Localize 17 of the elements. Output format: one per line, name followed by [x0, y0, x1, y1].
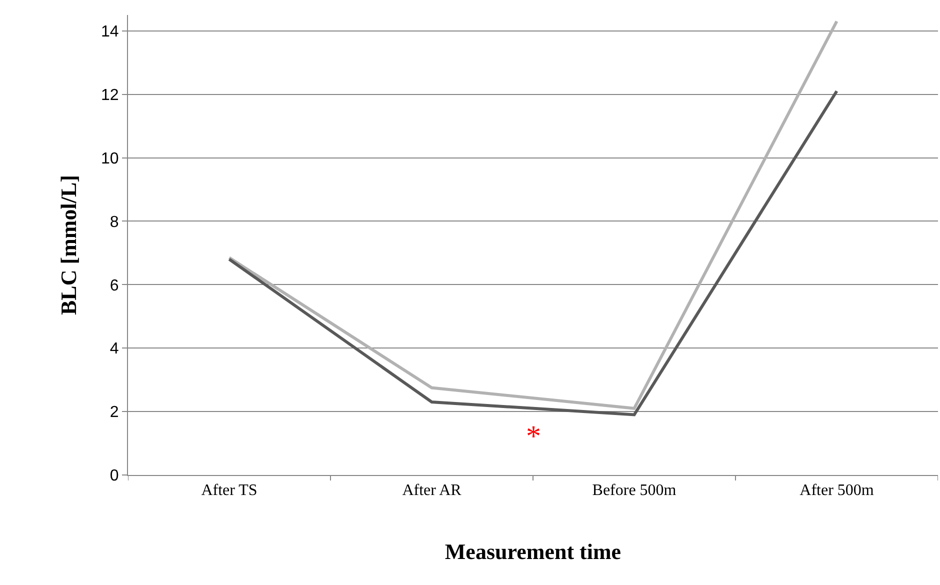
y-tick-label: 6: [110, 277, 119, 294]
line-series: [228, 20, 838, 410]
x-tick-label: After 500m: [800, 482, 874, 500]
y-tick-label: 0: [110, 468, 119, 485]
y-tick-label: 12: [101, 86, 119, 104]
y-tick-label: 2: [110, 404, 119, 422]
y-tick-label: 10: [101, 150, 119, 168]
x-axis-title: Measurement time: [444, 539, 622, 564]
y-tick-label: 8: [110, 214, 119, 231]
x-tick-label: After TS: [201, 482, 258, 500]
x-tick-label: Before 500m: [592, 482, 677, 500]
annotation: *: [526, 420, 541, 453]
y-tick-label: 14: [101, 23, 119, 40]
line-series: [228, 90, 838, 416]
x-tick-label: After AR: [402, 482, 462, 500]
y-axis-title: BLC [mmol/L]: [56, 175, 81, 315]
y-tick-label: 4: [110, 340, 119, 358]
